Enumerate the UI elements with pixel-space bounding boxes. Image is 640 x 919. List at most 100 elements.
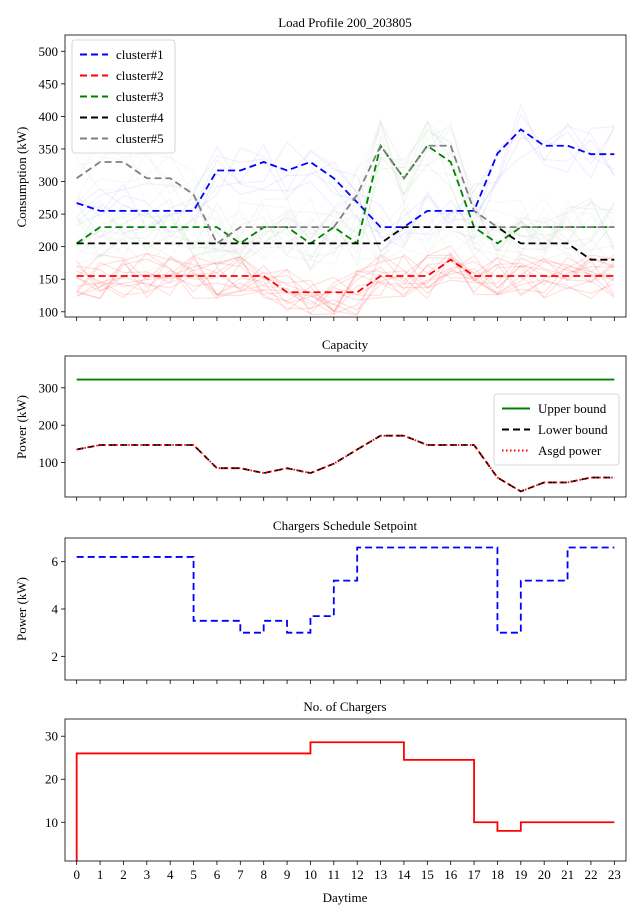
x-tick-label: 11	[328, 867, 341, 882]
x-tick-label: 17	[468, 867, 482, 882]
y-tick-label: 450	[39, 76, 59, 91]
capacity-panel: Capacity Power (kW) 100 200 300 Upper boun…	[14, 337, 627, 501]
load-profile-title: Load Profile 200_203805	[278, 15, 412, 30]
series-line-lower-bound	[76, 434, 615, 493]
y-tick-label: 200	[39, 239, 59, 254]
x-axis-label: Daytime	[323, 890, 368, 905]
load-profile-series	[76, 128, 615, 294]
y-tick-label: 10	[45, 815, 58, 830]
series-line-cluster-5	[76, 143, 615, 245]
series-line-cluster-1	[76, 128, 615, 229]
x-tick-label: 8	[260, 867, 267, 882]
chargers-count-series	[75, 741, 615, 861]
y-tick-label: 150	[39, 272, 59, 287]
capacity-ylabel: Power (kW)	[14, 395, 29, 459]
y-tick-label: 400	[39, 109, 59, 124]
series-line-asgd-power	[76, 434, 615, 493]
x-tick-label: 21	[561, 867, 574, 882]
background-trace	[76, 245, 615, 306]
x-tick-label: 15	[421, 867, 434, 882]
x-tick-label: 7	[237, 867, 244, 882]
y-tick-label: 500	[39, 44, 59, 59]
setpoint-title: Chargers Schedule Setpoint	[273, 518, 418, 533]
y-tick-label: 250	[39, 207, 59, 222]
background-trace	[76, 126, 615, 254]
x-tick-label: 9	[284, 867, 291, 882]
series-line	[76, 546, 615, 634]
capacity-axes: 100 200 300	[39, 355, 627, 501]
plot-frame	[64, 718, 627, 862]
background-trace	[76, 215, 615, 280]
y-tick-label: 300	[39, 174, 59, 189]
background-trace	[76, 258, 615, 316]
x-tick-label: 19	[514, 867, 527, 882]
background-trace	[76, 258, 615, 306]
x-tick-label: 2	[120, 867, 127, 882]
load-profile-axes: 100 150 200 250 300 350 400 450 500	[39, 34, 627, 321]
x-tick-label: 18	[491, 867, 504, 882]
x-tick-label: 0	[73, 867, 80, 882]
background-trace	[76, 206, 615, 280]
setpoint-ylabel: Power (kW)	[14, 577, 29, 641]
background-trace	[76, 117, 615, 259]
background-trace	[76, 125, 615, 245]
y-tick-label: 100	[39, 455, 59, 470]
background-trace	[76, 164, 615, 269]
background-trace	[76, 256, 615, 310]
x-tick-label: 16	[444, 867, 458, 882]
y-tick-label: 300	[39, 380, 59, 395]
background-trace	[76, 253, 615, 316]
series-line	[75, 741, 615, 861]
capacity-title: Capacity	[322, 337, 369, 352]
load-profile-ylabel: Consumption (kW)	[14, 127, 29, 228]
background-trace	[76, 253, 615, 316]
setpoint-panel: Chargers Schedule Setpoint Power (kW) 2 4…	[14, 518, 627, 684]
series-line-cluster-4	[76, 226, 615, 261]
x-tick-label: 20	[538, 867, 551, 882]
x-tick-label: 3	[144, 867, 151, 882]
plot-frame	[64, 34, 627, 318]
background-trace	[76, 208, 615, 285]
background-trace	[76, 256, 615, 305]
series-line-cluster-2	[76, 258, 615, 294]
capacity-series	[76, 378, 615, 493]
background-trace	[76, 125, 615, 235]
background-trace	[76, 252, 615, 314]
background-trace	[76, 255, 615, 313]
y-tick-label: 30	[45, 729, 58, 744]
plot-frame	[64, 537, 627, 681]
legend-label: Lower bound	[538, 422, 608, 437]
x-tick-label: 5	[190, 867, 197, 882]
plot-frame	[64, 355, 627, 498]
y-tick-label: 100	[39, 304, 59, 319]
y-tick-label: 6	[52, 554, 59, 569]
background-load-traces	[76, 102, 615, 316]
background-trace	[76, 121, 615, 268]
chargers-count-title: No. of Chargers	[303, 699, 386, 714]
x-tick-label: 1	[97, 867, 104, 882]
background-trace	[76, 256, 615, 315]
y-tick-label: 20	[45, 772, 58, 787]
setpoint-series	[76, 546, 615, 634]
background-trace	[76, 254, 615, 311]
x-tick-label: 13	[374, 867, 387, 882]
setpoint-axes: 2 4 6	[52, 537, 627, 684]
background-trace	[76, 120, 615, 257]
x-tick-label: 23	[608, 867, 621, 882]
background-trace	[76, 118, 615, 258]
legend-label: cluster#2	[116, 68, 164, 83]
x-tick-label: 14	[397, 867, 411, 882]
legend-box	[493, 393, 620, 466]
load-profile-legend: cluster#1 cluster#2 cluster#3 cluster#4 clus…	[71, 39, 176, 154]
legend-label: Asgd power	[538, 443, 602, 458]
legend-label: cluster#5	[116, 131, 164, 146]
x-tick-label: 12	[351, 867, 364, 882]
y-tick-label: 200	[39, 418, 59, 433]
y-tick-label: 4	[52, 602, 59, 617]
legend-label: cluster#3	[116, 89, 164, 104]
legend-box	[71, 39, 176, 154]
background-trace	[76, 102, 615, 249]
